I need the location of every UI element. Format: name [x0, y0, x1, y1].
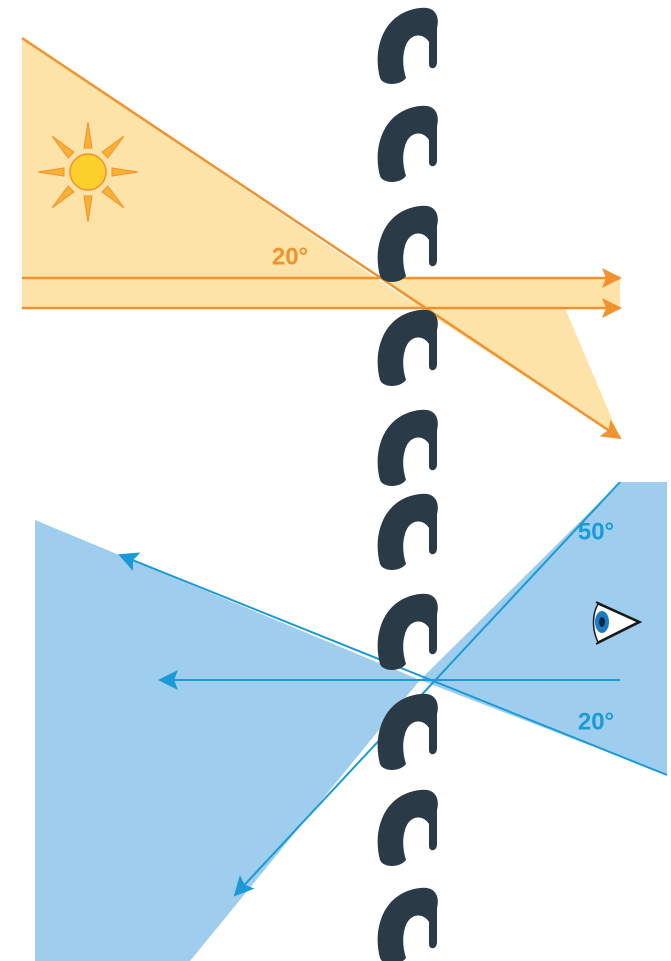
angle-label: 50° — [578, 518, 614, 545]
eye-icon — [592, 601, 643, 645]
angle-label: 20° — [578, 708, 614, 735]
sunlight — [21, 36, 622, 440]
view-field — [35, 481, 668, 961]
angle-label: 20° — [272, 243, 308, 270]
blind-slats — [377, 7, 438, 961]
sun-icon — [37, 121, 139, 223]
